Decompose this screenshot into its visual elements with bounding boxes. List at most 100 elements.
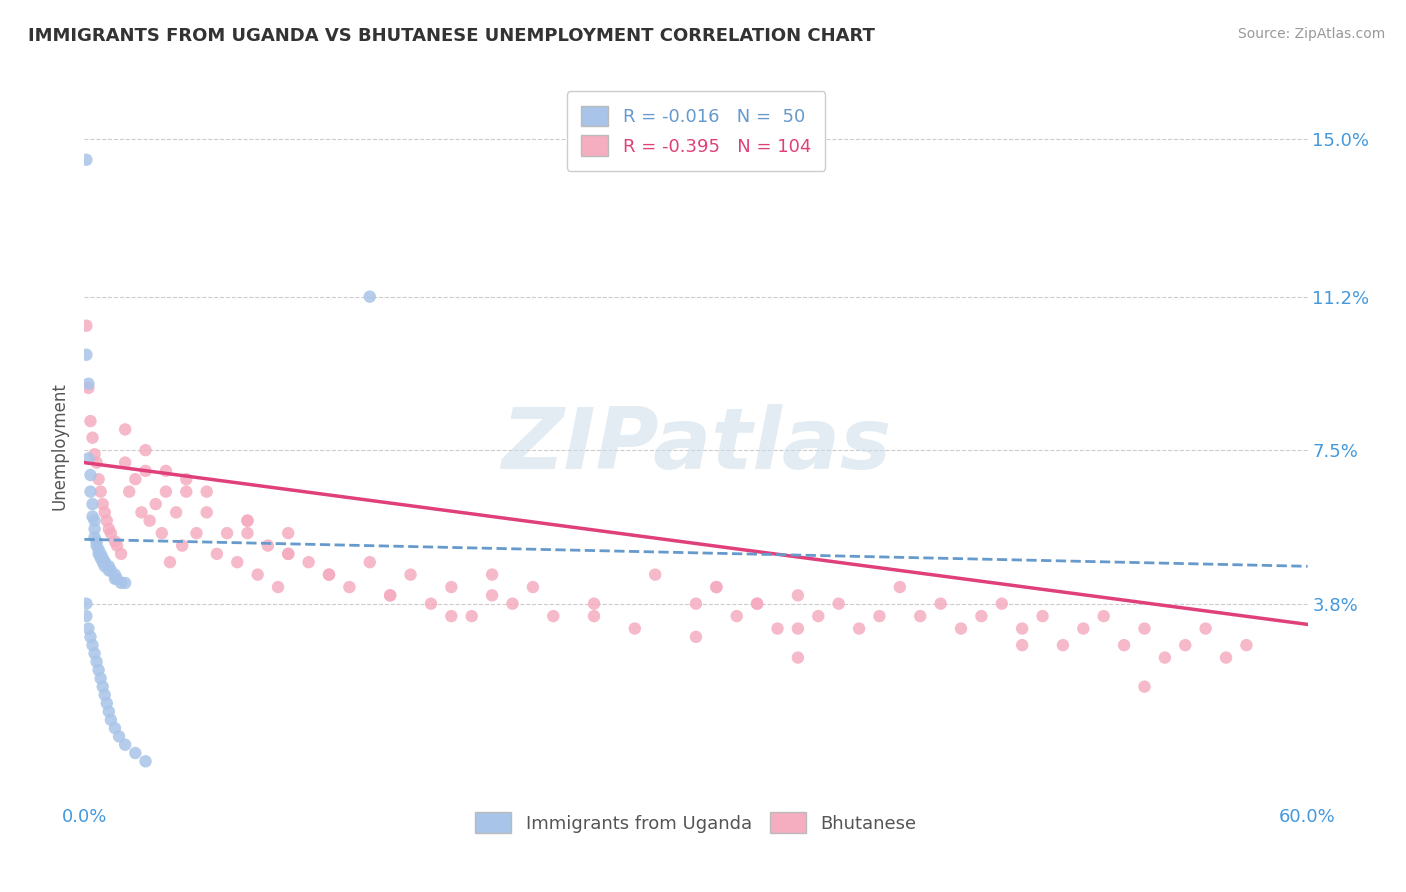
Point xyxy=(124,472,146,486)
Point xyxy=(440,580,463,594)
Point xyxy=(96,696,118,710)
Point xyxy=(440,609,463,624)
Point xyxy=(236,526,259,541)
Text: Source: ZipAtlas.com: Source: ZipAtlas.com xyxy=(1237,27,1385,41)
Point xyxy=(644,567,666,582)
Point xyxy=(87,542,110,557)
Point xyxy=(90,551,112,566)
Point xyxy=(93,555,115,569)
Point xyxy=(86,539,108,553)
Point xyxy=(159,555,181,569)
Point xyxy=(75,609,97,624)
Point xyxy=(318,567,340,582)
Point xyxy=(1011,638,1033,652)
Point xyxy=(87,547,110,561)
Point xyxy=(257,539,280,553)
Point xyxy=(75,153,97,167)
Point xyxy=(624,622,647,636)
Point xyxy=(104,567,127,582)
Point xyxy=(766,622,789,636)
Point xyxy=(420,597,443,611)
Point xyxy=(86,534,108,549)
Text: IMMIGRANTS FROM UGANDA VS BHUTANESE UNEMPLOYMENT CORRELATION CHART: IMMIGRANTS FROM UGANDA VS BHUTANESE UNEM… xyxy=(28,27,875,45)
Point xyxy=(135,754,157,768)
Point xyxy=(77,451,100,466)
Point xyxy=(145,497,167,511)
Point xyxy=(91,497,114,511)
Point xyxy=(725,609,748,624)
Point xyxy=(79,630,101,644)
Point xyxy=(1092,609,1115,624)
Point xyxy=(522,580,544,594)
Point xyxy=(747,597,769,611)
Point xyxy=(138,514,160,528)
Point xyxy=(83,522,105,536)
Point xyxy=(277,547,299,561)
Point xyxy=(543,609,565,624)
Point xyxy=(267,580,290,594)
Point xyxy=(339,580,361,594)
Point xyxy=(110,547,132,561)
Point xyxy=(90,484,112,499)
Point xyxy=(91,555,114,569)
Point xyxy=(87,663,110,677)
Point xyxy=(359,555,381,569)
Point xyxy=(461,609,484,624)
Point xyxy=(82,431,104,445)
Point xyxy=(1195,622,1218,636)
Point xyxy=(118,484,141,499)
Point xyxy=(82,509,104,524)
Point xyxy=(1133,680,1156,694)
Point xyxy=(131,505,153,519)
Point xyxy=(583,597,606,611)
Point xyxy=(165,505,187,519)
Point xyxy=(114,422,136,436)
Point xyxy=(318,567,340,582)
Point xyxy=(970,609,993,624)
Point xyxy=(93,555,115,569)
Point xyxy=(583,609,606,624)
Point xyxy=(114,456,136,470)
Point xyxy=(685,597,707,611)
Point xyxy=(83,530,105,544)
Point xyxy=(77,381,100,395)
Point xyxy=(90,547,112,561)
Point xyxy=(79,468,101,483)
Point xyxy=(186,526,208,541)
Point xyxy=(77,376,100,391)
Point xyxy=(277,526,299,541)
Point xyxy=(100,713,122,727)
Point xyxy=(991,597,1014,611)
Point xyxy=(150,526,173,541)
Point xyxy=(83,447,105,461)
Point xyxy=(1011,622,1033,636)
Point xyxy=(1114,638,1136,652)
Point xyxy=(79,414,101,428)
Point xyxy=(685,630,707,644)
Point xyxy=(86,456,108,470)
Point xyxy=(787,650,810,665)
Point xyxy=(93,688,115,702)
Point xyxy=(217,526,239,541)
Point xyxy=(105,572,128,586)
Point xyxy=(787,622,810,636)
Point xyxy=(226,555,249,569)
Point xyxy=(104,572,127,586)
Point xyxy=(97,522,120,536)
Point xyxy=(380,588,402,602)
Point xyxy=(108,730,131,744)
Point xyxy=(236,514,259,528)
Point xyxy=(929,597,952,611)
Point xyxy=(100,564,122,578)
Point xyxy=(481,588,503,602)
Legend: Immigrants from Uganda, Bhutanese: Immigrants from Uganda, Bhutanese xyxy=(468,805,924,840)
Point xyxy=(114,575,136,590)
Point xyxy=(889,580,911,594)
Point xyxy=(110,575,132,590)
Point xyxy=(399,567,422,582)
Point xyxy=(205,547,228,561)
Point xyxy=(82,638,104,652)
Point xyxy=(77,622,100,636)
Point xyxy=(155,484,177,499)
Point xyxy=(91,551,114,566)
